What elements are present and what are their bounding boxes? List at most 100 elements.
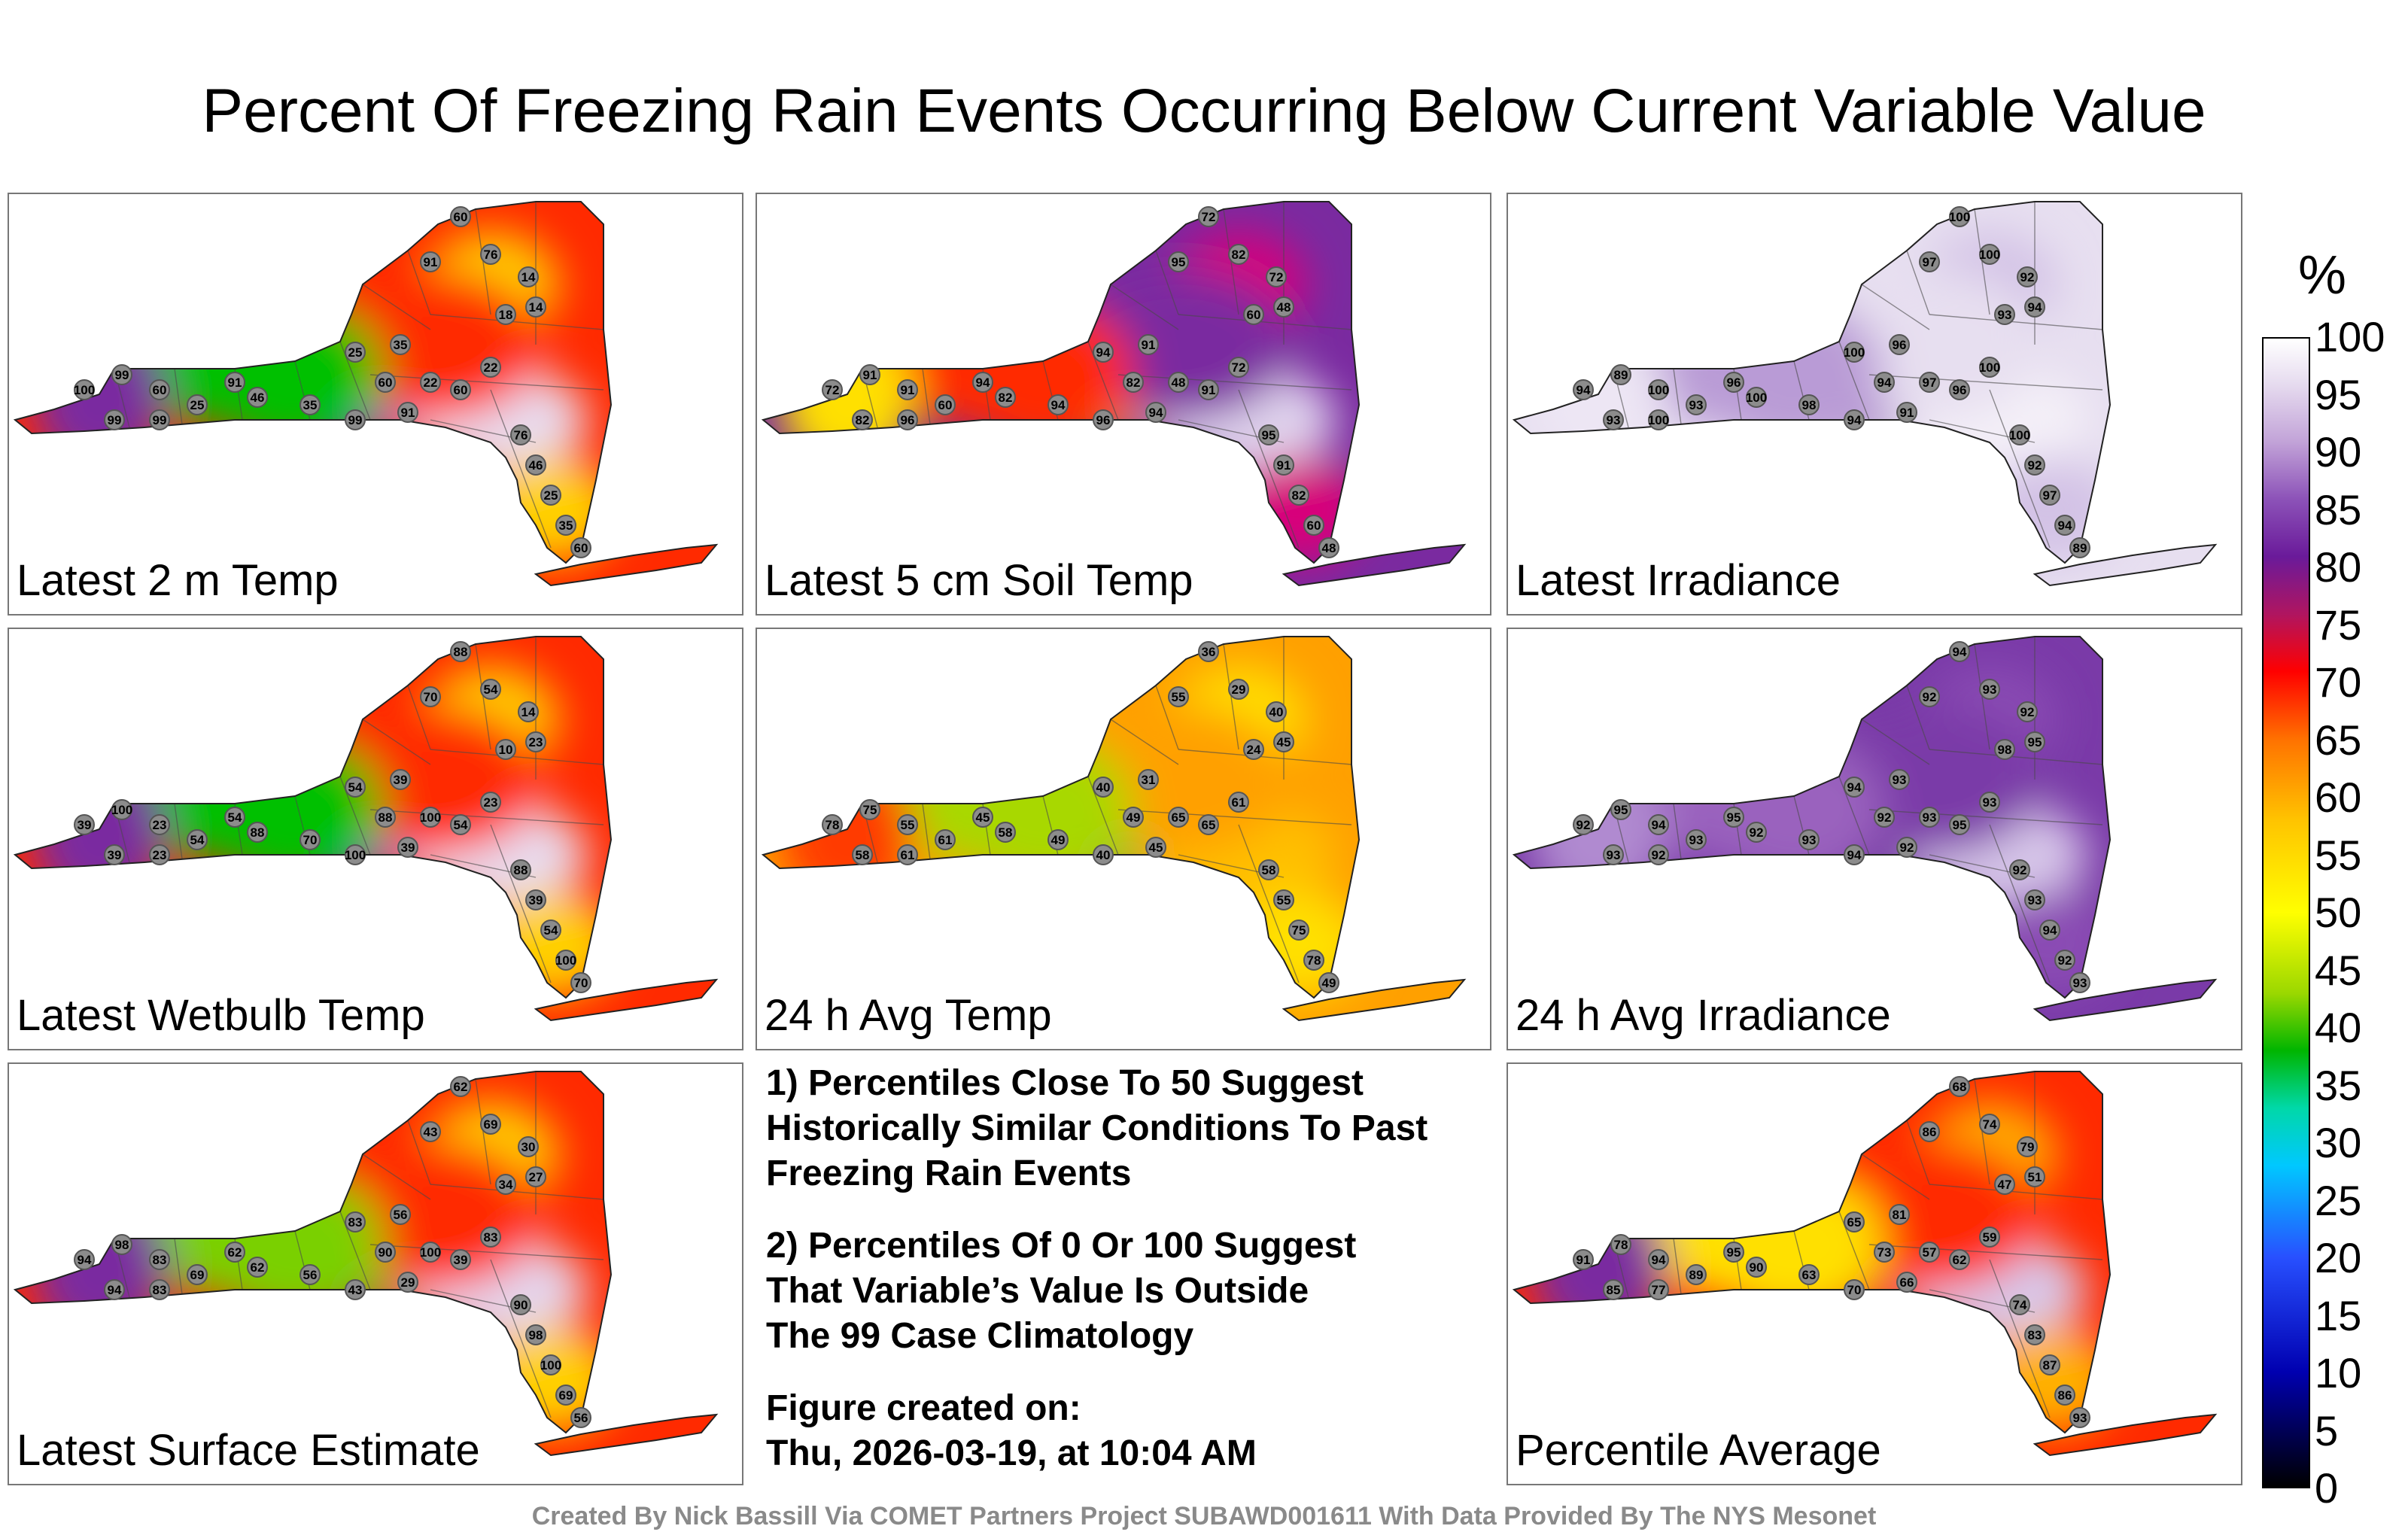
station-marker: 92	[1919, 686, 1940, 707]
station-value: 60	[938, 398, 953, 412]
station-value: 39	[394, 773, 408, 787]
station-value: 54	[484, 682, 498, 697]
station-marker: 86	[1919, 1121, 1940, 1142]
station-value: 90	[379, 1245, 393, 1260]
station-value: 96	[1893, 338, 1907, 352]
station-value: 100	[1746, 391, 1767, 405]
station-value: 60	[1247, 308, 1261, 322]
station-value: 99	[153, 413, 167, 427]
station-marker: 69	[555, 1385, 576, 1406]
colorbar-tick: 65	[2315, 716, 2362, 764]
colorbar-tick: 30	[2315, 1119, 2362, 1166]
station-marker: 93	[1919, 807, 1940, 828]
station-marker: 90	[375, 1242, 396, 1263]
station-value: 83	[153, 1283, 167, 1297]
station-marker: 72	[1228, 357, 1249, 378]
station-value: 96	[1727, 375, 1741, 390]
station-marker: 40	[1093, 777, 1114, 798]
station-value: 100	[111, 803, 132, 817]
station-value: 91	[901, 383, 915, 397]
station-marker: 86	[2054, 1385, 2075, 1406]
station-marker: 56	[570, 1407, 591, 1428]
station-value: 70	[574, 976, 588, 990]
station-value: 92	[1750, 825, 1764, 840]
station-marker: 94	[972, 372, 993, 393]
station-marker: 69	[187, 1264, 208, 1285]
station-marker: 39	[397, 837, 418, 858]
station-marker: 93	[1994, 304, 2015, 325]
station-value: 60	[454, 383, 468, 397]
station-value: 49	[1126, 810, 1141, 825]
ny-map: 68 74 79 51 47 86 81 65 73 57 78 91 94 89 90 63 70 66 62 59…	[1512, 1071, 2218, 1457]
station-marker: 25	[540, 485, 561, 506]
station-marker: 35	[299, 394, 321, 415]
station-value: 35	[394, 338, 408, 352]
station-value: 69	[190, 1268, 205, 1282]
station-value: 100	[555, 953, 576, 968]
station-value: 27	[529, 1170, 543, 1184]
station-marker: 56	[299, 1264, 321, 1285]
station-marker: 25	[187, 394, 208, 415]
station-marker: 57	[1919, 1242, 1940, 1263]
station-value: 97	[1923, 255, 1937, 269]
station-marker: 92	[2017, 266, 2038, 287]
color-field	[1514, 202, 2215, 585]
station-value: 55	[1172, 690, 1186, 704]
station-marker: 77	[1648, 1279, 1669, 1300]
station-marker: 73	[1874, 1242, 1895, 1263]
station-marker: 82	[1288, 485, 1309, 506]
station-marker: 39	[104, 844, 125, 865]
station-marker: 39	[74, 814, 95, 835]
station-value: 39	[401, 840, 415, 855]
station-marker: 39	[525, 889, 546, 910]
station-value: 60	[1307, 518, 1321, 533]
station-value: 25	[348, 345, 363, 360]
station-marker: 40	[1266, 701, 1287, 722]
station-value: 31	[1142, 773, 1156, 787]
station-marker: 94	[1047, 394, 1069, 415]
station-marker: 94	[1844, 409, 1865, 430]
station-marker: 100	[540, 1354, 561, 1375]
station-marker: 61	[897, 844, 918, 865]
station-marker: 94	[1844, 777, 1865, 798]
station-value: 92	[2028, 458, 2042, 473]
station-value: 78	[1307, 953, 1321, 968]
station-marker: 61	[935, 829, 956, 850]
station-value: 86	[2058, 1388, 2072, 1403]
station-marker: 95	[2024, 731, 2045, 752]
station-marker: 70	[570, 972, 591, 993]
station-marker: 23	[149, 844, 170, 865]
color-field	[763, 202, 1464, 585]
station-value: 49	[1322, 976, 1336, 990]
map-panel-soil-temp: 72 82 72 48 60 95 91 94 82 48 91 72 91 60 82 94 96 94 91 72…	[756, 193, 1491, 616]
station-marker: 31	[1138, 769, 1159, 790]
station-value: 23	[484, 795, 498, 810]
station-marker: 62	[1949, 1249, 1970, 1270]
station-value: 85	[1607, 1283, 1621, 1297]
station-marker: 100	[1979, 357, 2000, 378]
station-marker: 93	[1603, 409, 1624, 430]
station-marker: 74	[2009, 1294, 2030, 1315]
station-marker: 54	[224, 807, 245, 828]
station-value: 75	[1292, 923, 1306, 938]
station-value: 100	[345, 848, 366, 862]
station-value: 30	[521, 1140, 536, 1154]
station-value: 92	[1877, 810, 1892, 825]
station-marker: 96	[1093, 409, 1114, 430]
station-value: 94	[2058, 518, 2072, 533]
station-marker: 93	[1603, 844, 1624, 865]
station-marker: 35	[390, 334, 411, 355]
colorbar-tick: 40	[2315, 1004, 2362, 1051]
station-value: 95	[2028, 735, 2042, 749]
station-value: 82	[999, 391, 1013, 405]
station-value: 98	[1998, 743, 2012, 757]
station-marker: 83	[149, 1249, 170, 1270]
station-value: 10	[499, 743, 513, 757]
station-value: 76	[514, 428, 528, 442]
station-marker: 93	[1686, 829, 1707, 850]
station-marker: 70	[1844, 1279, 1865, 1300]
station-marker: 99	[345, 409, 366, 430]
station-marker: 72	[822, 379, 843, 400]
station-value: 92	[1923, 690, 1937, 704]
